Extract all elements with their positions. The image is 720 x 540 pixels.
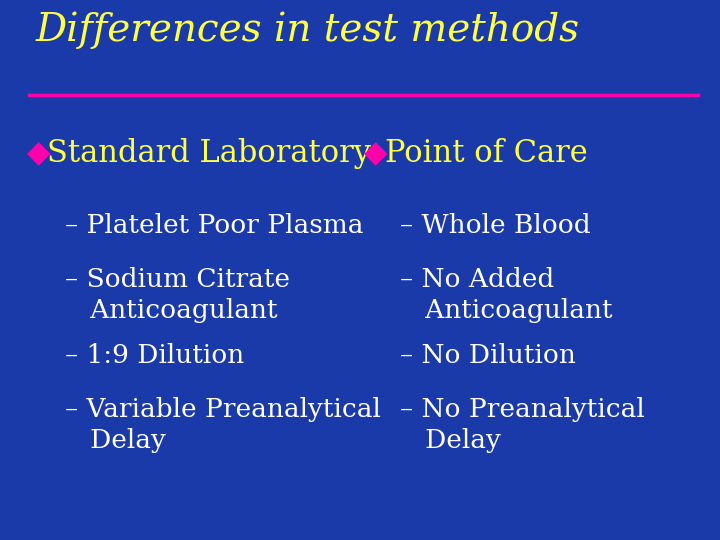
- Text: – Platelet Poor Plasma: – Platelet Poor Plasma: [65, 213, 364, 238]
- Text: Point of Care: Point of Care: [385, 138, 588, 170]
- Text: – Whole Blood: – Whole Blood: [400, 213, 590, 238]
- Text: ◆: ◆: [364, 139, 387, 168]
- Text: – No Preanalytical
   Delay: – No Preanalytical Delay: [400, 397, 644, 453]
- Text: – No Dilution: – No Dilution: [400, 343, 575, 368]
- Text: Standard Laboratory: Standard Laboratory: [47, 138, 371, 170]
- Text: – Variable Preanalytical
   Delay: – Variable Preanalytical Delay: [65, 397, 381, 453]
- Text: Differences in test methods: Differences in test methods: [36, 11, 580, 49]
- Text: – 1:9 Dilution: – 1:9 Dilution: [65, 343, 244, 368]
- Text: – No Added
   Anticoagulant: – No Added Anticoagulant: [400, 267, 612, 323]
- Text: ◆: ◆: [27, 139, 51, 168]
- Text: – Sodium Citrate
   Anticoagulant: – Sodium Citrate Anticoagulant: [65, 267, 289, 323]
